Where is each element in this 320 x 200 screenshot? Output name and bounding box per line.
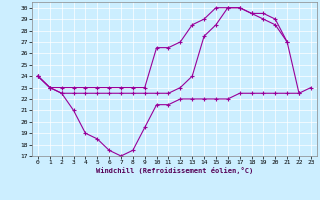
- X-axis label: Windchill (Refroidissement éolien,°C): Windchill (Refroidissement éolien,°C): [96, 167, 253, 174]
